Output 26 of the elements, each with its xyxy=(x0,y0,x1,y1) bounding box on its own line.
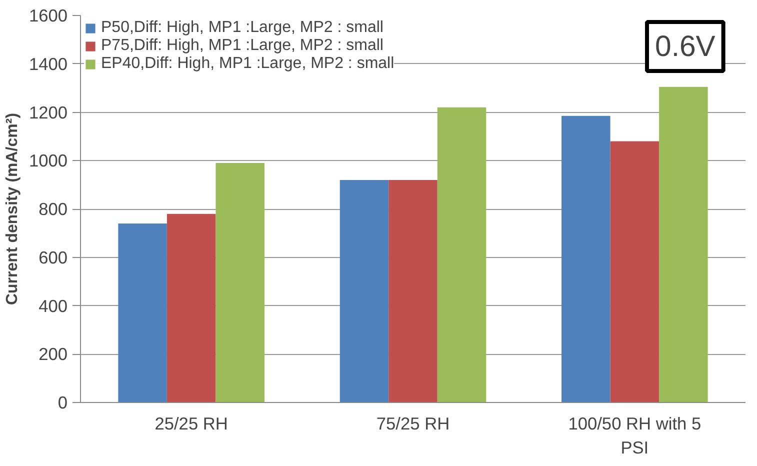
y-tick-label: 800 xyxy=(38,199,68,219)
y-tick-label: 600 xyxy=(38,247,68,268)
legend-label: P75,Diff: High, MP1 :Large, MP2 : small xyxy=(101,37,384,55)
bar xyxy=(340,180,389,402)
y-tick-label: 1400 xyxy=(28,54,68,74)
x-tick-label: 100/50 RH with 5 PSI xyxy=(568,414,702,458)
bar xyxy=(610,141,660,402)
legend-label: P50,Diff: High, MP1 :Large, MP2 : small xyxy=(101,19,384,37)
bar xyxy=(216,163,264,402)
y-tick-label: 0 xyxy=(58,392,68,412)
bar xyxy=(388,180,438,402)
bar xyxy=(118,224,167,402)
y-tick-label: 400 xyxy=(38,296,68,316)
x-tick-label: 25/25 RH xyxy=(154,414,228,434)
y-tick-label: 1600 xyxy=(28,6,68,26)
annotation: 0.6V xyxy=(655,30,716,63)
y-tick-label: 200 xyxy=(38,344,68,364)
bar xyxy=(562,116,610,402)
y-tick-label: 1200 xyxy=(28,102,68,122)
legend-label: EP40,Diff: High, MP1 :Large, MP2 : small xyxy=(101,55,394,73)
x-tick-label: 75/25 RH xyxy=(376,414,450,434)
bar xyxy=(437,107,486,402)
y-tick-label: 1000 xyxy=(28,150,68,171)
y-axis-title: Current density (mA/cm²) xyxy=(4,112,21,306)
bar xyxy=(659,86,708,402)
bar xyxy=(166,214,216,402)
